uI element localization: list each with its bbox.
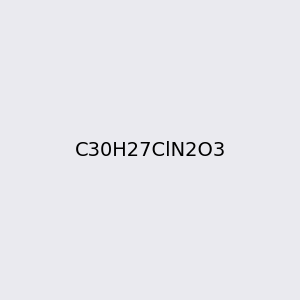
Text: C30H27ClN2O3: C30H27ClN2O3 <box>74 140 226 160</box>
